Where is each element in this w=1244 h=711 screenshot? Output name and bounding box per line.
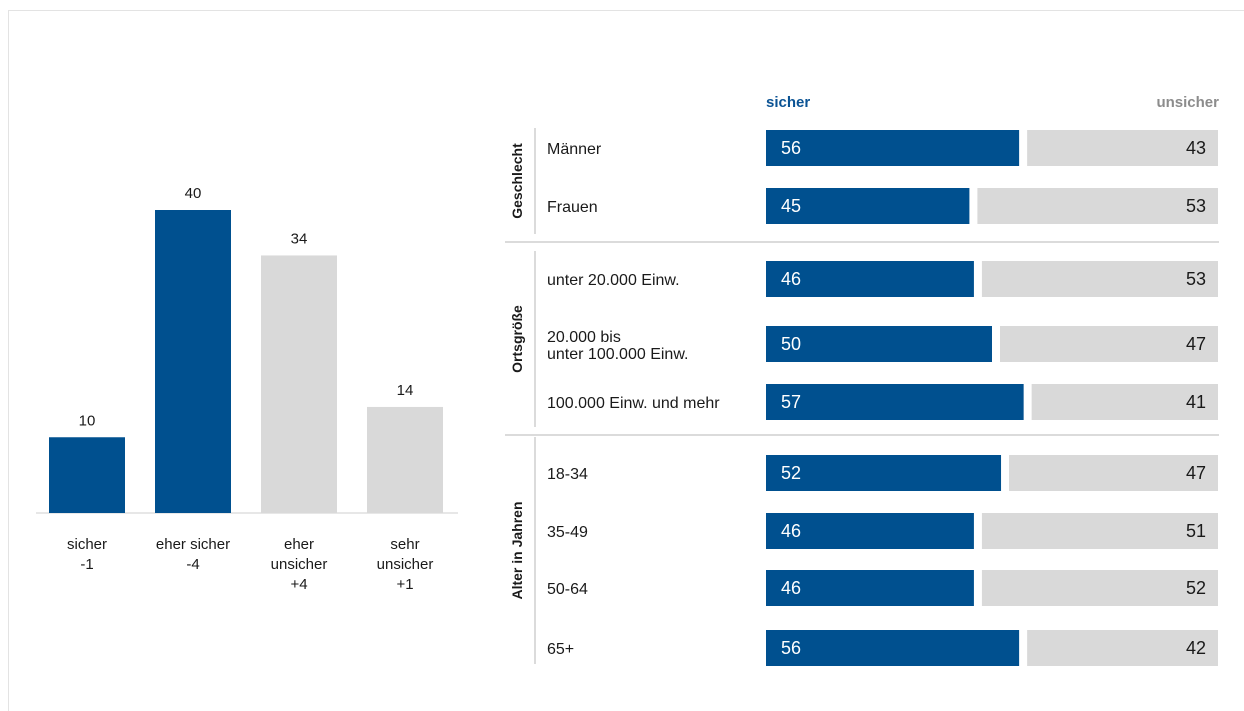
bar-sicher-0-1 [766, 188, 970, 224]
row-label-0-1: Frauen [547, 199, 598, 216]
category-label-1-1: -4 [186, 556, 199, 573]
category-label-2-1: unsicher [271, 556, 328, 573]
value-sicher-2-2: 46 [781, 578, 801, 598]
value-sicher-1-2: 57 [781, 392, 801, 412]
bar-value-label-1: 40 [185, 185, 202, 202]
value-unsicher-0-1: 53 [1186, 196, 1206, 216]
value-unsicher-1-1: 47 [1186, 334, 1206, 354]
bar-sicher-2-3 [766, 630, 1020, 666]
category-label-0-0: sicher [67, 536, 107, 553]
value-sicher-2-1: 46 [781, 521, 801, 541]
category-label-3-0: sehr [390, 536, 419, 553]
bar-sicher-0-0 [766, 130, 1020, 166]
bar-3 [367, 406, 443, 513]
bar-unsicher-1-1 [1000, 326, 1218, 362]
bar-1 [155, 210, 231, 513]
category-label-3-1: unsicher [377, 556, 434, 573]
value-sicher-2-3: 56 [781, 638, 801, 658]
row-label-2-3: 65+ [547, 641, 574, 658]
value-sicher-2-0: 52 [781, 463, 801, 483]
bar-sicher-1-2 [766, 384, 1024, 420]
group-label-2: Alter in Jahren [509, 501, 525, 599]
bar-sicher-1-1 [766, 326, 992, 362]
bar-unsicher-2-0 [1009, 455, 1218, 491]
bar-unsicher-2-1 [981, 513, 1218, 549]
value-unsicher-1-0: 53 [1186, 269, 1206, 289]
value-sicher-0-0: 56 [781, 138, 801, 158]
bar-unsicher-2-2 [981, 570, 1218, 606]
row-label-2-0: 18-34 [547, 466, 588, 483]
bar-unsicher-2-3 [1027, 630, 1218, 666]
row-label-1-1-0: 20.000 bis [547, 329, 621, 346]
bar-sicher-2-2 [766, 570, 974, 606]
value-sicher-1-0: 46 [781, 269, 801, 289]
header-sicher: sicher [766, 94, 810, 111]
row-label-2-1: 35-49 [547, 524, 588, 541]
row-label-2-2: 50-64 [547, 581, 588, 598]
row-label-1-1-1: unter 100.000 Einw. [547, 346, 688, 363]
bar-value-label-0: 10 [79, 412, 96, 429]
value-unsicher-1-2: 41 [1186, 392, 1206, 412]
header-unsicher: unsicher [1156, 94, 1219, 111]
bar-value-label-3: 14 [397, 382, 414, 399]
value-sicher-0-1: 45 [781, 196, 801, 216]
value-unsicher-2-0: 47 [1186, 463, 1206, 483]
bar-sicher-2-0 [766, 455, 1002, 491]
bar-0 [49, 437, 125, 513]
bar-sicher-1-0 [766, 261, 974, 297]
value-unsicher-2-3: 42 [1186, 638, 1206, 658]
bar-unsicher-1-2 [1031, 384, 1218, 420]
value-sicher-1-1: 50 [781, 334, 801, 354]
row-label-0-0: Männer [547, 141, 602, 158]
group-label-0: Geschlecht [509, 143, 525, 219]
category-label-0-1: -1 [80, 556, 93, 573]
bar-unsicher-0-1 [977, 188, 1218, 224]
category-label-2-0: eher [284, 536, 314, 553]
value-unsicher-2-2: 52 [1186, 578, 1206, 598]
bar-value-label-2: 34 [291, 230, 308, 247]
row-label-1-2: 100.000 Einw. und mehr [547, 395, 720, 412]
group-label-1: Ortsgröße [509, 305, 525, 373]
chart-frame [8, 10, 1244, 711]
value-unsicher-0-0: 43 [1186, 138, 1206, 158]
category-label-2-2: +4 [290, 576, 307, 593]
bar-sicher-2-1 [766, 513, 974, 549]
category-label-1-0: eher sicher [156, 536, 230, 553]
category-label-3-2: +1 [396, 576, 413, 593]
value-unsicher-2-1: 51 [1186, 521, 1206, 541]
bar-unsicher-0-0 [1027, 130, 1218, 166]
row-label-1-0: unter 20.000 Einw. [547, 272, 680, 289]
bar-unsicher-1-0 [981, 261, 1218, 297]
bar-2 [261, 255, 337, 513]
